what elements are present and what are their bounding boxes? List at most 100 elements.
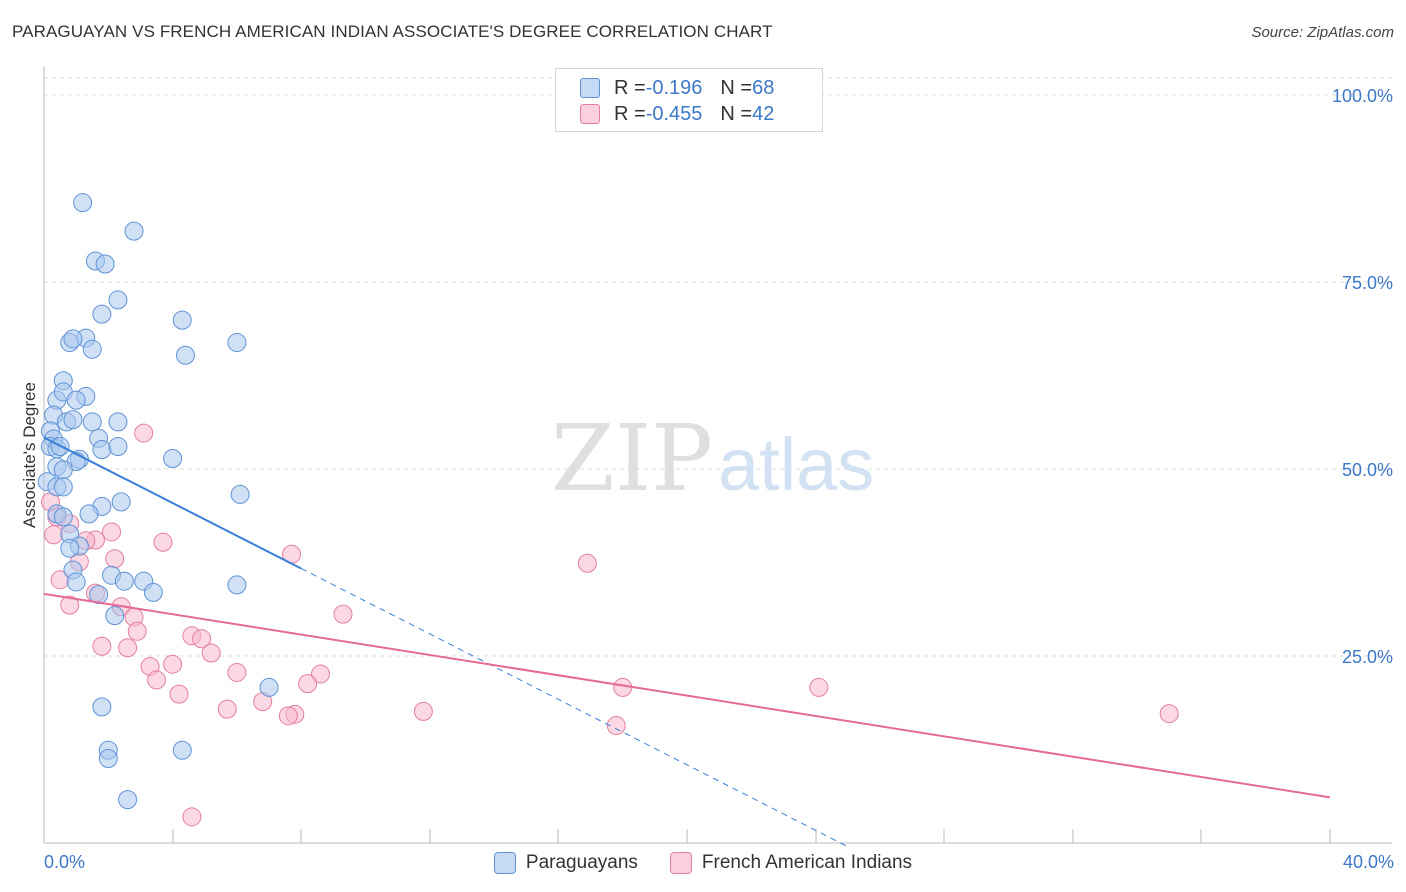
data-point [82, 339, 102, 359]
legend-n-label: N = [720, 102, 753, 125]
data-point [63, 329, 83, 349]
data-point [66, 572, 86, 592]
series-legend: Paraguayans French American Indians [0, 852, 1406, 874]
legend-r-label: R = [614, 76, 646, 99]
data-point [111, 492, 131, 512]
data-point [134, 423, 154, 443]
data-point [606, 716, 626, 736]
legend-r-value: -0.196 [645, 76, 703, 99]
watermark: ZIP atlas [551, 405, 874, 512]
legend-item-french-american-indians: French American Indians [669, 852, 913, 874]
trend-line-french-american-indians [43, 592, 1331, 799]
data-point [63, 410, 83, 430]
data-point [124, 221, 144, 241]
x-tick-label-max: 40.0% [1342, 852, 1394, 872]
data-point [333, 604, 353, 624]
correlation-legend: R = -0.196 N = 68 R = -0.455 N = 42 [555, 68, 823, 132]
source-label: Source: ZipAtlas.com [1251, 24, 1394, 41]
data-point [227, 575, 247, 595]
data-point [92, 636, 112, 656]
legend-row-paraguayans: R = -0.196 N = 68 [580, 76, 774, 100]
data-point [153, 532, 173, 552]
data-point [1159, 704, 1179, 724]
grid-lines [44, 77, 1392, 657]
data-point [163, 654, 183, 674]
data-point [105, 549, 125, 569]
data-point [227, 333, 247, 353]
legend-swatch-blue [493, 852, 516, 874]
data-point [92, 697, 112, 717]
data-point [73, 193, 93, 213]
axes [43, 66, 1392, 844]
data-point [577, 553, 597, 573]
data-point [127, 621, 147, 641]
trend-line-paraguayans-extension [300, 568, 848, 848]
data-point [60, 538, 80, 558]
trend-line-paraguayans [43, 436, 302, 570]
data-point [102, 522, 122, 542]
y-tick-label: 50.0% [1342, 460, 1393, 480]
data-point [108, 290, 128, 310]
y-tick-label: 25.0% [1342, 647, 1393, 667]
watermark-zip: ZIP [551, 405, 713, 512]
data-point [118, 790, 138, 810]
data-point [82, 412, 102, 432]
data-point [92, 440, 112, 460]
x-tick-label-min: 0.0% [44, 852, 86, 872]
data-point [92, 304, 112, 324]
data-point [118, 638, 138, 658]
data-point [143, 582, 163, 602]
data-point [53, 477, 73, 497]
data-point [98, 748, 118, 768]
data-point [53, 460, 73, 480]
data-point [79, 504, 99, 524]
data-point [89, 585, 109, 605]
legend-n-label: N = [720, 76, 753, 99]
data-point [163, 449, 183, 469]
legend-swatch-pink [669, 852, 692, 874]
series-french-american-indians [40, 423, 1179, 827]
data-point [172, 740, 192, 760]
legend-swatch-pink [580, 104, 600, 124]
data-point [259, 677, 279, 697]
data-point [298, 674, 318, 694]
data-point [230, 484, 250, 504]
data-point [95, 254, 115, 274]
chart-title: PARAGUAYAN VS FRENCH AMERICAN INDIAN ASS… [12, 22, 773, 41]
legend-swatch-blue [580, 78, 600, 98]
series-paraguayans [37, 193, 279, 810]
data-point [278, 706, 298, 726]
data-point [172, 310, 192, 330]
legend-label: French American Indians [701, 852, 913, 873]
data-point [169, 684, 189, 704]
data-point [175, 345, 195, 365]
data-point [217, 699, 237, 719]
data-point [44, 525, 64, 545]
data-point [147, 670, 167, 690]
data-point [105, 606, 125, 626]
data-point [227, 662, 247, 682]
data-point [192, 629, 212, 649]
legend-row-french-american-indians: R = -0.455 N = 42 [580, 102, 774, 126]
y-tick-label: 100.0% [1332, 86, 1393, 106]
data-point [413, 701, 433, 721]
legend-label: Paraguayans [525, 852, 638, 873]
trend-lines [43, 436, 1331, 848]
watermark-atlas: atlas [718, 423, 874, 506]
data-point [108, 437, 128, 457]
data-point [66, 390, 86, 410]
legend-item-paraguayans: Paraguayans [493, 852, 638, 874]
data-point [182, 807, 202, 827]
y-tick-label: 75.0% [1342, 273, 1393, 293]
legend-r-value: -0.455 [645, 102, 703, 125]
y-tick-labels: 25.0% 50.0% 75.0% 100.0% [1332, 86, 1393, 667]
data-point [108, 412, 128, 432]
data-point [114, 571, 134, 591]
legend-n-value: 42 [752, 102, 775, 125]
data-point [53, 507, 73, 527]
data-point [60, 595, 80, 615]
data-point [310, 664, 330, 684]
legend-n-value: 68 [752, 76, 775, 99]
data-point [809, 677, 829, 697]
